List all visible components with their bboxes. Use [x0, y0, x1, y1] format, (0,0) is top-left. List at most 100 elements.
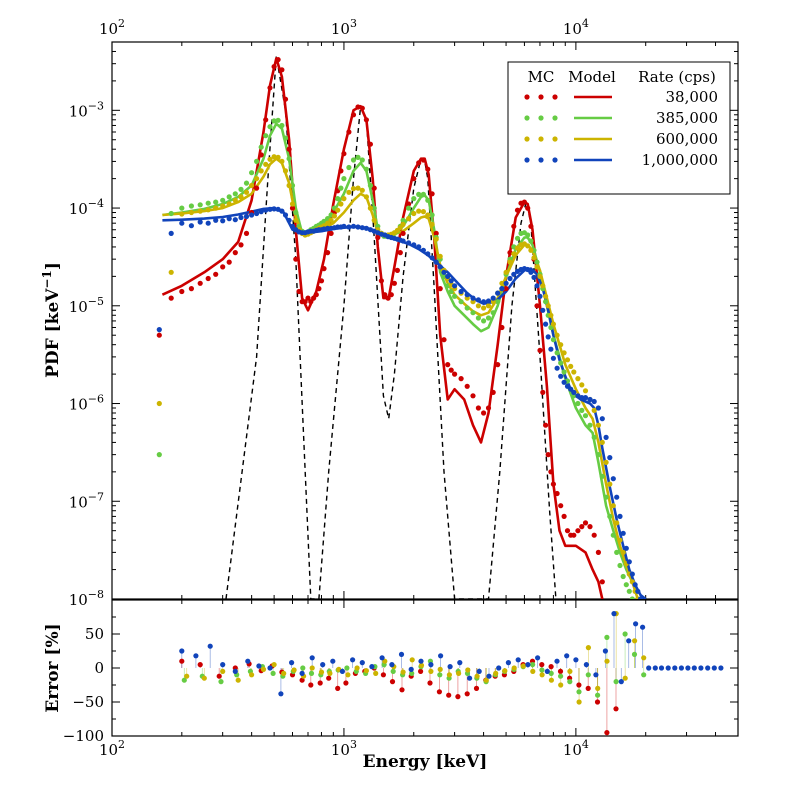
error-point-series-1	[558, 673, 564, 679]
error-point-series-3	[193, 653, 199, 659]
mc-point-series-2	[325, 220, 331, 226]
mc-point-series-1	[623, 582, 629, 588]
legend-rate-label: 38,000	[666, 88, 719, 106]
legend-mc-marker	[524, 136, 530, 142]
mc-point-series-3	[238, 214, 244, 221]
mc-point-series-0	[359, 105, 365, 111]
mc-point-series-0	[490, 389, 496, 395]
error-point-series-1	[437, 672, 443, 678]
mc-point-series-0	[481, 410, 487, 416]
error-point-series-3	[309, 655, 315, 661]
error-point-series-3	[408, 666, 414, 673]
mc-point-series-2	[564, 357, 571, 363]
mc-point-series-0	[338, 168, 344, 174]
mc-point-series-0	[363, 117, 369, 123]
mc-point-series-2	[545, 303, 551, 309]
x-tick-label-bottom: 103	[331, 738, 357, 759]
legend-mc-marker	[524, 157, 530, 163]
error-point-series-0	[399, 687, 405, 693]
legend-rate-label: 600,000	[656, 130, 718, 148]
mc-point-series-3	[346, 224, 352, 230]
mc-point-series-3	[511, 271, 517, 277]
mc-point-series-2	[528, 247, 534, 253]
error-point-series-1	[595, 692, 601, 698]
error-point-series-3	[583, 662, 590, 668]
mc-point-series-1	[470, 310, 476, 316]
mc-point-series-3	[437, 264, 443, 270]
error-point-series-1	[530, 662, 536, 668]
mc-point-series-1	[490, 310, 496, 316]
mc-point-series-1	[495, 299, 501, 305]
error-point-series-2	[511, 665, 517, 671]
error-point-series-3	[330, 658, 336, 664]
mc-point-series-0	[397, 250, 403, 256]
mc-point-series-2	[568, 363, 574, 369]
mc-point-series-0	[286, 146, 292, 152]
error-point-series-3	[658, 665, 665, 671]
error-point-series-0	[436, 689, 442, 695]
mc-point-series-1	[213, 199, 219, 205]
mc-point-series-1	[205, 200, 211, 206]
error-point-series-3	[467, 675, 473, 681]
error-point-series-2	[220, 668, 226, 675]
mc-point-series-1	[475, 315, 481, 321]
mc-point-series-3	[258, 209, 264, 215]
error-point-series-2	[585, 645, 592, 651]
mc-point-series-3	[464, 292, 470, 298]
mc-point-series-1	[220, 197, 226, 203]
mc-point-series-1	[595, 452, 602, 458]
error-point-series-2	[558, 682, 564, 688]
mc-point-series-2	[226, 201, 232, 207]
mc-point-series-0	[296, 288, 302, 295]
mc-point-series-3	[531, 274, 537, 280]
mc-point-series-3	[582, 395, 589, 401]
mc-point-series-2	[511, 251, 517, 257]
mc-point-series-3	[267, 206, 273, 212]
mc-point-series-0	[558, 503, 564, 509]
spectrum-ticks	[111, 41, 739, 736]
error-point-series-3	[389, 662, 395, 668]
error-point-series-2	[309, 665, 315, 671]
mc-point-series-0	[582, 520, 589, 526]
mc-point-series-2	[335, 207, 341, 213]
mc-point-series-1	[355, 154, 361, 160]
mc-point-series-1	[275, 117, 281, 123]
x-tick-label-top: 104	[563, 17, 589, 38]
mc-point-series-2	[156, 400, 162, 407]
error-point-series-0	[557, 668, 564, 675]
mc-point-series-3	[359, 225, 365, 231]
mc-point-series-2	[599, 439, 605, 445]
error-point-series-3	[672, 665, 678, 671]
mc-point-series-2	[271, 154, 277, 160]
error-point-series-2	[428, 668, 434, 675]
mc-point-series-1	[341, 176, 347, 182]
mc-point-series-3	[550, 355, 557, 361]
error-y-tick-label: 0	[94, 659, 104, 677]
error-point-series-2	[622, 675, 628, 681]
mc-point-series-2	[267, 156, 273, 162]
mc-point-series-3	[341, 223, 347, 229]
mc-point-series-3	[503, 280, 509, 286]
error-point-series-1	[641, 672, 647, 678]
error-point-series-3	[626, 638, 632, 644]
error-point-series-0	[335, 685, 341, 692]
mc-point-series-3	[168, 230, 174, 236]
spectrum-panel: 102 103 104 10−8 10−7 10−6 10−5 10−4 10−3 PDF [k…	[40, 17, 739, 736]
mc-point-series-0	[545, 452, 551, 458]
mc-point-series-3	[620, 530, 626, 536]
error-point-series-2	[281, 670, 287, 677]
mc-point-series-2	[425, 212, 431, 218]
error-point-series-3	[665, 665, 671, 671]
error-point-series-3	[698, 665, 704, 671]
error-point-series-0	[455, 694, 461, 700]
mc-point-series-2	[411, 210, 417, 217]
error-point-series-3	[564, 653, 570, 659]
x-axis-label: Energy [keV]	[363, 752, 488, 772]
mc-point-series-1	[238, 186, 244, 192]
mc-point-series-3	[243, 213, 250, 220]
mc-point-series-3	[232, 217, 238, 223]
mc-point-series-1	[464, 305, 470, 311]
mc-point-series-3	[571, 389, 577, 395]
mc-point-series-1	[561, 369, 567, 375]
error-point-series-2	[465, 667, 471, 673]
